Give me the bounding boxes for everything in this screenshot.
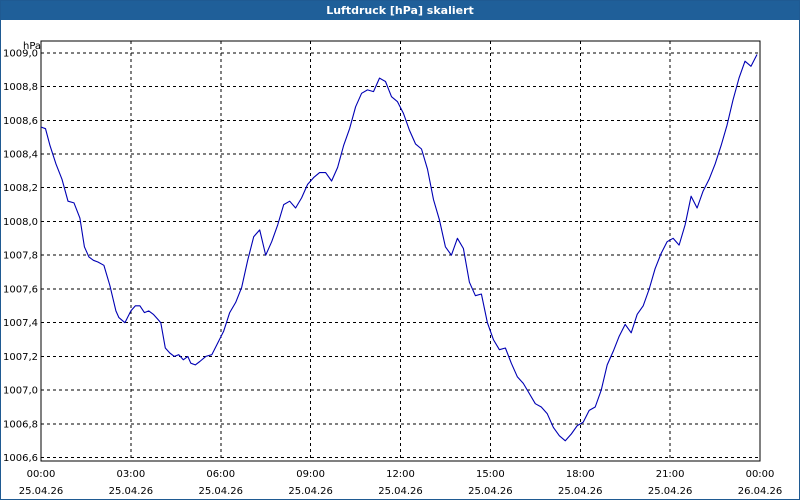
- y-tick-label: 1007,2: [3, 352, 38, 363]
- x-tick-time: 15:00: [476, 469, 505, 480]
- y-tick-label: 1007,6: [3, 284, 38, 295]
- y-tick-label: 1008,8: [3, 82, 38, 93]
- y-tick-label: 1008,0: [3, 217, 38, 228]
- x-tick-date: 25.04.26: [558, 486, 603, 497]
- x-tick-time: 12:00: [386, 469, 415, 480]
- plot-frame: [40, 40, 761, 462]
- y-tick-label: 1007,8: [3, 251, 38, 262]
- y-tick-label: 1006,6: [3, 453, 38, 464]
- y-tick-label: 1008,6: [3, 116, 38, 127]
- window-title: Luftdruck [hPa] skaliert: [1, 1, 799, 20]
- x-tick-time: 03:00: [116, 469, 145, 480]
- y-tick-label: 1008,4: [3, 150, 38, 161]
- pressure-series-line: [40, 54, 758, 442]
- x-tick-time: 00:00: [746, 469, 775, 480]
- x-tick-date: 25.04.26: [378, 486, 423, 497]
- x-tick-date: 25.04.26: [109, 486, 154, 497]
- x-tick-date: 25.04.26: [648, 486, 693, 497]
- x-tick-time: 21:00: [656, 469, 685, 480]
- y-axis-unit-label: hPa: [23, 41, 41, 52]
- y-tick-label: 1008,2: [3, 183, 38, 194]
- y-tick-label: 1009,0: [3, 48, 38, 59]
- x-tick-time: 00:00: [27, 469, 56, 480]
- y-tick-label: 1007,0: [3, 386, 38, 397]
- x-tick-date: 25.04.26: [19, 486, 64, 497]
- x-tick-date: 25.04.26: [288, 486, 333, 497]
- grid-lines: [40, 41, 761, 461]
- x-tick-time: 06:00: [206, 469, 235, 480]
- x-tick-time: 18:00: [566, 469, 595, 480]
- y-tick-label: 1006,8: [3, 419, 38, 430]
- x-tick-date: 25.04.26: [468, 486, 513, 497]
- y-tick-label: 1007,4: [3, 318, 38, 329]
- x-tick-time: 09:00: [296, 469, 325, 480]
- x-tick-date: 26.04.26: [738, 486, 783, 497]
- x-tick-date: 25.04.26: [198, 486, 243, 497]
